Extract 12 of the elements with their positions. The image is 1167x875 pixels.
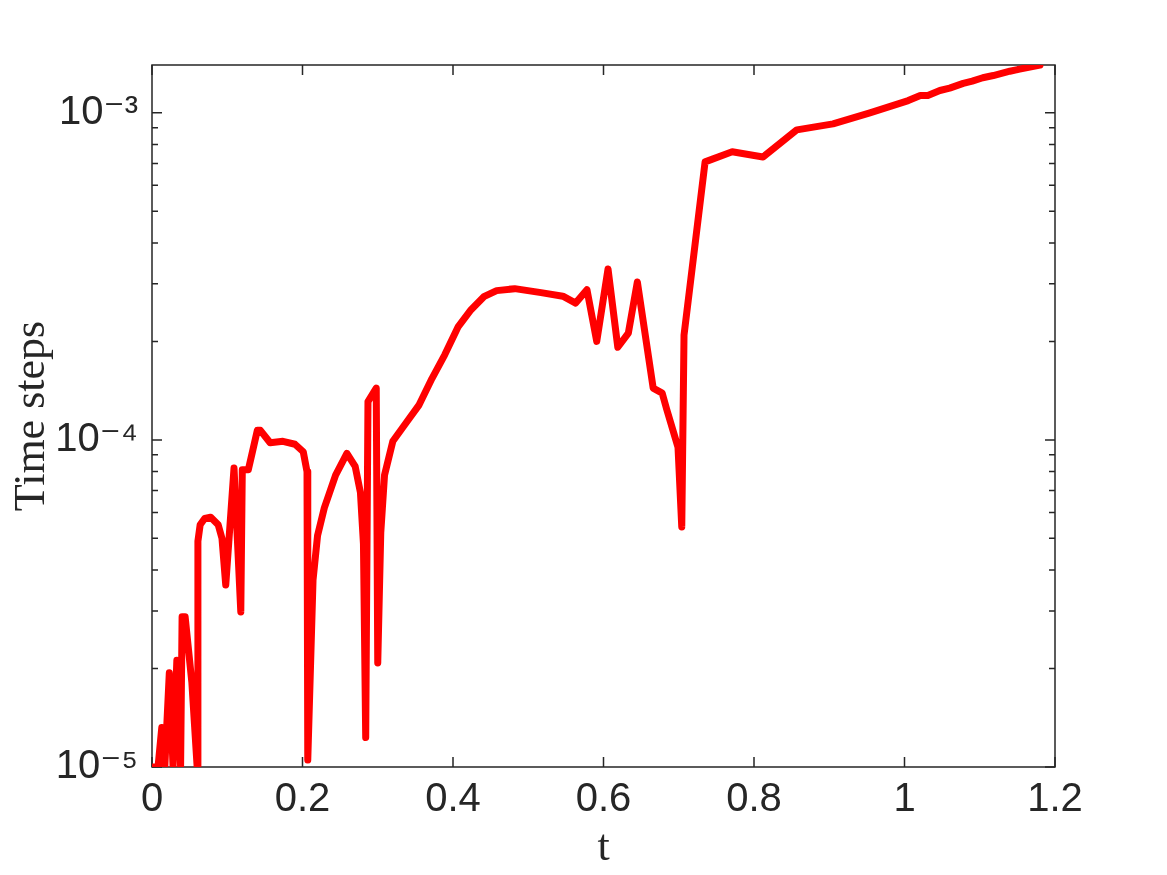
x-tick-label: 0.6 [575,775,632,820]
x-tick-label: 0 [140,775,164,820]
x-tick-label: 0.4 [425,775,481,820]
y-tick-label: 10⁻⁴ [55,414,138,459]
x-axis-title: t [597,821,610,871]
y-axis-title: Time steps [4,320,54,512]
x-tick-label: 0.2 [274,775,331,820]
x-tick-label: 1 [893,775,916,820]
x-tick-label: 1.2 [1027,775,1083,820]
y-tick-label: 10⁻⁵ [55,742,138,787]
y-tick-label: 10⁻³ [59,87,138,132]
x-tick-label: 0.8 [726,775,782,820]
